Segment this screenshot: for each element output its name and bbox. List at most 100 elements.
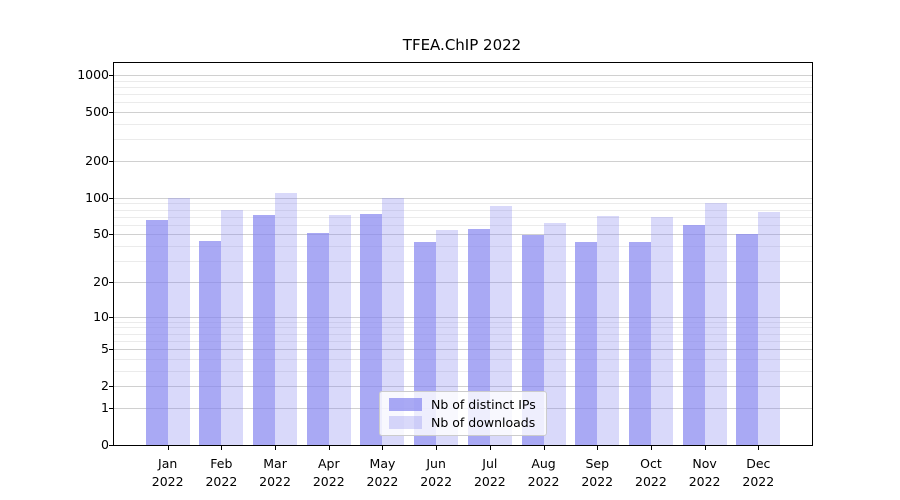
x-axis-tick bbox=[167, 446, 169, 450]
bar-distinct-ips bbox=[360, 214, 383, 445]
gridline-minor bbox=[114, 94, 812, 96]
gridline-major bbox=[114, 349, 812, 351]
x-axis-tick bbox=[543, 446, 545, 450]
x-tick-label: Dec 2022 bbox=[742, 456, 775, 489]
x-axis-tick bbox=[758, 446, 760, 450]
gridline-minor bbox=[114, 333, 812, 335]
x-tick-label: Aug 2022 bbox=[527, 456, 560, 489]
legend-swatch-downloads bbox=[389, 416, 422, 429]
gridline-minor bbox=[114, 340, 812, 342]
bar-downloads bbox=[221, 210, 244, 445]
y-axis-tick bbox=[109, 74, 113, 76]
chart-title: TFEA.ChIP 2022 bbox=[402, 36, 522, 54]
x-axis-tick bbox=[597, 446, 599, 450]
legend-item-downloads: Nb of downloads bbox=[389, 415, 536, 430]
bar-distinct-ips bbox=[306, 233, 329, 445]
y-tick-label: 50 bbox=[93, 226, 109, 242]
bar-downloads bbox=[328, 215, 351, 445]
x-tick-label: Mar 2022 bbox=[259, 456, 291, 489]
y-tick-label: 10 bbox=[93, 308, 109, 324]
x-axis-tick bbox=[328, 446, 330, 450]
x-axis-tick bbox=[221, 446, 223, 450]
gridline-minor bbox=[114, 209, 812, 211]
x-axis-tick bbox=[436, 446, 438, 450]
gridline-minor bbox=[114, 102, 812, 104]
x-tick-label: Nov 2022 bbox=[688, 456, 721, 489]
x-tick-label: Feb 2022 bbox=[205, 456, 238, 489]
bar-distinct-ips bbox=[575, 242, 598, 445]
legend-label-downloads: Nb of downloads bbox=[431, 415, 536, 430]
bar-distinct-ips bbox=[145, 219, 168, 445]
gridline-minor bbox=[114, 327, 812, 329]
bar-distinct-ips bbox=[628, 242, 651, 445]
bar-distinct-ips bbox=[682, 224, 705, 445]
bar-distinct-ips bbox=[736, 234, 759, 445]
x-axis-tick bbox=[382, 446, 384, 450]
x-axis-tick bbox=[489, 446, 491, 450]
y-tick-label: 100 bbox=[85, 189, 109, 205]
gridline-major bbox=[114, 197, 812, 199]
y-tick-label: 200 bbox=[85, 152, 109, 168]
y-axis-tick bbox=[109, 197, 113, 199]
gridline-minor bbox=[114, 261, 812, 263]
gridline-minor bbox=[114, 358, 812, 360]
y-axis-tick bbox=[109, 386, 113, 388]
gridline-minor bbox=[114, 216, 812, 218]
y-axis-tick bbox=[109, 349, 113, 351]
y-tick-label: 20 bbox=[93, 273, 109, 289]
x-tick-label: Sep 2022 bbox=[581, 456, 614, 489]
bar-distinct-ips bbox=[253, 215, 276, 445]
y-axis-tick bbox=[109, 160, 113, 162]
y-axis-tick bbox=[109, 316, 113, 318]
gridline-minor bbox=[114, 370, 812, 372]
gridline-major bbox=[114, 234, 812, 236]
gridline-minor bbox=[114, 86, 812, 88]
x-tick-label: Jun 2022 bbox=[420, 456, 453, 489]
gridline-minor bbox=[114, 224, 812, 226]
x-axis-tick bbox=[704, 446, 706, 450]
y-axis-tick bbox=[109, 112, 113, 114]
gridline-minor bbox=[114, 139, 812, 141]
gridline-minor bbox=[114, 203, 812, 205]
x-tick-label: May 2022 bbox=[366, 456, 399, 489]
legend-item-distinct-ips: Nb of distinct IPs bbox=[389, 397, 536, 412]
gridline-minor bbox=[114, 80, 812, 82]
y-tick-label: 0 bbox=[101, 437, 109, 452]
bar-distinct-ips bbox=[199, 241, 222, 445]
y-tick-label: 1 bbox=[101, 399, 109, 415]
x-tick-label: Apr 2022 bbox=[312, 456, 345, 489]
gridline-major bbox=[114, 316, 812, 318]
bar-downloads bbox=[382, 197, 405, 445]
x-tick-label: Jan 2022 bbox=[151, 456, 184, 489]
y-axis-tick bbox=[109, 407, 113, 409]
y-tick-label: 1000 bbox=[77, 66, 109, 82]
gridline-major bbox=[114, 281, 812, 283]
gridline-major bbox=[114, 112, 812, 114]
y-tick-label: 5 bbox=[101, 341, 109, 357]
y-axis-tick bbox=[109, 281, 113, 283]
gridline-major bbox=[114, 160, 812, 162]
bar-downloads bbox=[275, 192, 298, 445]
bar-downloads bbox=[597, 215, 620, 445]
bar-downloads bbox=[758, 211, 781, 445]
legend: Nb of distinct IPs Nb of downloads bbox=[379, 391, 547, 436]
x-axis-tick bbox=[650, 446, 652, 450]
bar-downloads bbox=[543, 223, 566, 445]
gridline-minor bbox=[114, 246, 812, 248]
legend-swatch-distinct-ips bbox=[389, 398, 422, 411]
plot-area: 0 1 2 5 10 20 50 100 200 500 1000 Jan 2022 Feb 2022 Mar… bbox=[77, 62, 813, 489]
y-tick-label: 2 bbox=[101, 378, 109, 394]
gridline-major bbox=[114, 74, 812, 76]
bar-downloads bbox=[489, 206, 512, 445]
x-tick-label: Oct 2022 bbox=[635, 456, 667, 489]
y-axis-tick bbox=[109, 234, 113, 236]
x-tick-label: Jul 2022 bbox=[473, 456, 506, 489]
bar-downloads bbox=[704, 202, 727, 445]
y-axis-tick bbox=[109, 445, 113, 446]
bar-downloads bbox=[650, 216, 673, 445]
x-axis-tick bbox=[275, 446, 277, 450]
legend-label-distinct-ips: Nb of distinct IPs bbox=[431, 397, 536, 412]
bar-downloads bbox=[167, 197, 190, 445]
gridline-major bbox=[114, 386, 812, 388]
